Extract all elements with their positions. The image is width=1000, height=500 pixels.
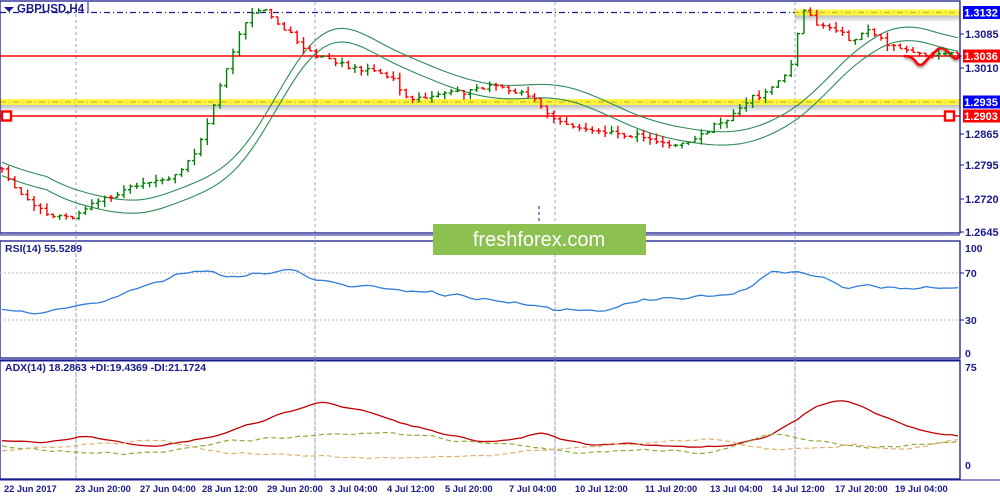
svg-text:ADX(14) 18.2863 +DI:19.4369: ADX(14) 18.2863 +DI:19.4369 -DI:21.1724 [5, 362, 206, 374]
svg-text:70: 70 [965, 268, 977, 280]
svg-text:7 Jul 04:00: 7 Jul 04:00 [509, 484, 557, 494]
svg-text:29 Jun 20:00: 29 Jun 20:00 [267, 484, 323, 494]
svg-text:1.2935: 1.2935 [964, 97, 998, 109]
svg-text:17 Jul 20:00: 17 Jul 20:00 [835, 484, 888, 494]
svg-text:3 Jul 04:00: 3 Jul 04:00 [330, 484, 378, 494]
svg-text:13 Jul 04:00: 13 Jul 04:00 [710, 484, 763, 494]
svg-text:1.3132: 1.3132 [964, 8, 998, 20]
svg-text:75: 75 [965, 362, 977, 374]
svg-text:GBPUSD,H4: GBPUSD,H4 [17, 4, 85, 16]
svg-text:1.2795: 1.2795 [965, 160, 999, 172]
svg-text:1.2720: 1.2720 [965, 194, 999, 206]
svg-text:30: 30 [965, 315, 977, 327]
svg-text:5 Jul 20:00: 5 Jul 20:00 [445, 484, 493, 494]
svg-text:1.3010: 1.3010 [965, 63, 999, 75]
svg-text:1.2645: 1.2645 [965, 227, 999, 239]
svg-text:4 Jul 12:00: 4 Jul 12:00 [387, 484, 435, 494]
svg-text:100: 100 [965, 243, 983, 255]
svg-text:23 Jun 20:00: 23 Jun 20:00 [75, 484, 131, 494]
svg-text:1.2903: 1.2903 [964, 111, 998, 123]
svg-text:22 Jun 2017: 22 Jun 2017 [4, 484, 57, 494]
svg-text:0: 0 [965, 348, 971, 360]
svg-text:1.3085: 1.3085 [965, 29, 999, 41]
svg-text:1.2865: 1.2865 [965, 129, 999, 141]
svg-text:27 Jun 04:00: 27 Jun 04:00 [140, 484, 196, 494]
svg-text:RSI(14) 55.5289: RSI(14) 55.5289 [5, 243, 82, 255]
svg-text:28 Jun 12:00: 28 Jun 12:00 [202, 484, 258, 494]
svg-text:freshforex.com: freshforex.com [473, 229, 605, 251]
svg-text:11 Jul 20:00: 11 Jul 20:00 [645, 484, 697, 494]
svg-text:0: 0 [965, 460, 971, 472]
svg-text:1.3036: 1.3036 [964, 51, 998, 63]
svg-text:10 Jul 12:00: 10 Jul 12:00 [575, 484, 628, 494]
svg-text:14 Jul 12:00: 14 Jul 12:00 [772, 484, 825, 494]
svg-text:19 Jul 04:00: 19 Jul 04:00 [895, 484, 948, 494]
